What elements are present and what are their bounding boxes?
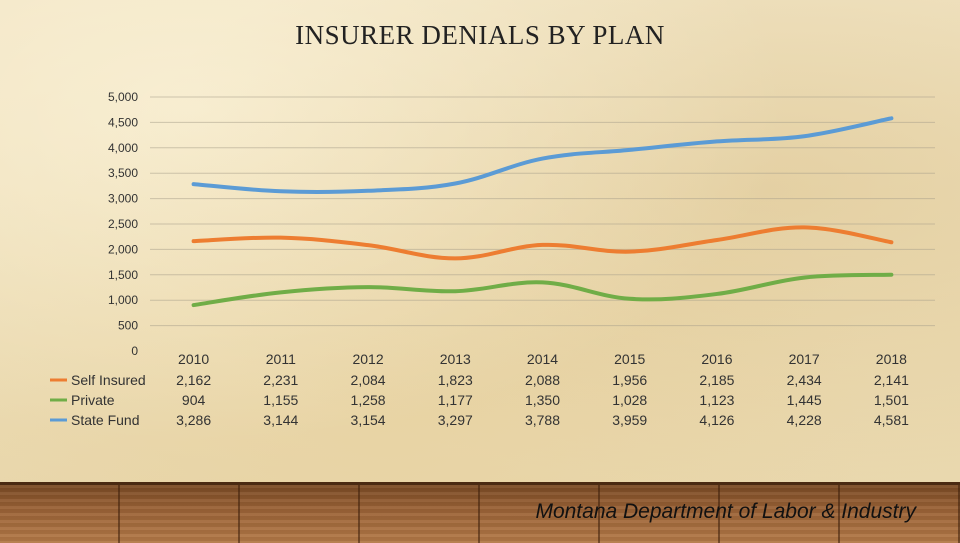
y-tick-label: 1,000 — [108, 293, 138, 307]
data-table-cell: 2,084 — [351, 372, 386, 388]
chart-title: INSURER DENIALS BY PLAN — [295, 20, 665, 50]
data-table-cell: 2,088 — [525, 372, 560, 388]
legend-label: Self Insured — [71, 372, 146, 388]
data-table-cell: 904 — [182, 392, 206, 408]
y-tick-label: 4,000 — [108, 141, 138, 155]
y-tick-label: 2,500 — [108, 217, 138, 231]
wood-floor — [0, 482, 960, 543]
footer-credit: Montana Department of Labor & Industry — [535, 500, 916, 523]
data-table-cell: 4,581 — [874, 412, 909, 428]
data-table-cell: 2,185 — [699, 372, 734, 388]
data-table-cell: 1,823 — [438, 372, 473, 388]
x-category-label: 2014 — [527, 351, 558, 367]
data-table-cell: 1,155 — [263, 392, 298, 408]
data-table-cell: 3,154 — [351, 412, 386, 428]
data-table-cell: 1,501 — [874, 392, 909, 408]
data-table-cell: 3,297 — [438, 412, 473, 428]
series-line-state-fund — [191, 116, 894, 195]
y-tick-label: 3,500 — [108, 166, 138, 180]
x-category-label: 2018 — [876, 351, 907, 367]
y-tick-label: 5,000 — [108, 90, 138, 104]
series-line-private — [191, 272, 894, 308]
legend-label: Private — [71, 392, 115, 408]
data-table-cell: 2,141 — [874, 372, 909, 388]
x-category-label: 2016 — [701, 351, 732, 367]
x-category-label: 2015 — [614, 351, 645, 367]
x-category-label: 2010 — [178, 351, 209, 367]
data-table-cell: 2,434 — [787, 372, 822, 388]
data-table-cell: 3,959 — [612, 412, 647, 428]
x-category-label: 2017 — [789, 351, 820, 367]
data-table-cell: 1,258 — [351, 392, 386, 408]
series-line-self-insured — [191, 225, 894, 261]
data-table-cell: 4,228 — [787, 412, 822, 428]
data-table-cell: 3,788 — [525, 412, 560, 428]
x-category-label: 2012 — [352, 351, 383, 367]
data-table-cell: 1,350 — [525, 392, 560, 408]
y-tick-label: 2,000 — [108, 242, 138, 256]
data-table-cell: 1,177 — [438, 392, 473, 408]
y-tick-label: 500 — [118, 319, 138, 333]
y-tick-label: 0 — [131, 344, 138, 358]
x-category-label: 2011 — [266, 351, 296, 367]
data-table-cell: 1,445 — [787, 392, 822, 408]
data-table-cell: 1,123 — [699, 392, 734, 408]
data-table-cell: 3,286 — [176, 412, 211, 428]
data-table-cell: 4,126 — [699, 412, 734, 428]
data-table-cell: 2,231 — [263, 372, 298, 388]
data-table-cell: 1,028 — [612, 392, 647, 408]
y-tick-label: 4,500 — [108, 115, 138, 129]
x-category-label: 2013 — [440, 351, 471, 367]
data-table-cell: 3,144 — [263, 412, 298, 428]
data-table-cell: 1,956 — [612, 372, 647, 388]
y-tick-label: 1,500 — [108, 268, 138, 282]
y-tick-label: 3,000 — [108, 192, 138, 206]
data-table-cell: 2,162 — [176, 372, 211, 388]
line-chart: 0 500 1,000 1,500 2,000 2,500 3,000 3,500 4,000 4… — [50, 90, 935, 428]
legend-label: State Fund — [71, 412, 140, 428]
